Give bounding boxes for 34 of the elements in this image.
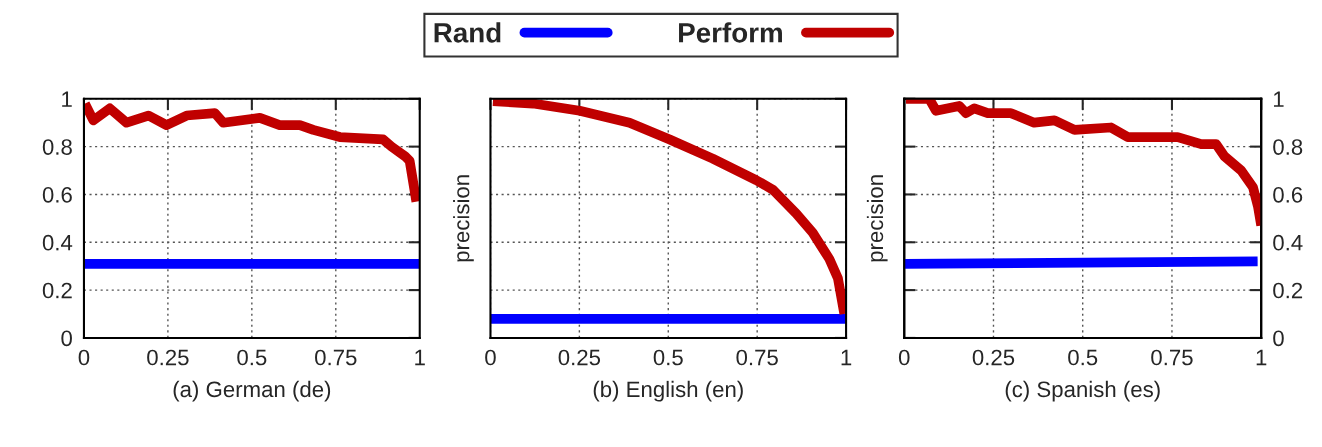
x-tick-label: 0 <box>78 349 90 366</box>
x-tick-label: 0.25 <box>558 349 601 366</box>
y-tick-label: 1 <box>62 91 72 107</box>
x-tick-label: 1 <box>415 349 425 366</box>
x-tick-label: 0.25 <box>147 349 189 366</box>
y-tick-label: 0 <box>61 330 72 347</box>
y2-tick-label: 0 <box>1273 330 1284 347</box>
y2-tick-label: 0.4 <box>1273 234 1303 251</box>
x-tick-label: 0.75 <box>315 349 357 366</box>
y-tick-label: 0.6 <box>42 186 72 203</box>
x-tick-label: 0 <box>898 349 910 366</box>
legend-label: Rand <box>434 22 501 43</box>
y2-tick-label: 1 <box>1273 91 1284 107</box>
x-tick-label: 0.5 <box>237 349 267 366</box>
y-tick-label: 0.4 <box>42 234 73 251</box>
x-tick-label: 0 <box>485 349 496 366</box>
x-axis-title: (c) Spanish (es) <box>1005 380 1160 402</box>
x-axis-title: (b) English (en) <box>593 380 743 402</box>
y-axis-title: precision <box>866 175 888 262</box>
y-axis-title: precision <box>453 175 474 262</box>
x-tick-label: 0.25 <box>972 349 1015 366</box>
x-axis-title: (a) German (de) <box>173 380 331 402</box>
x-tick-label: 0.75 <box>736 349 778 366</box>
y2-tick-label: 0.8 <box>1273 139 1303 155</box>
x-tick-label: 1 <box>841 349 852 366</box>
y-tick-label: 0.8 <box>42 139 72 155</box>
x-tick-label: 1 <box>1256 349 1267 366</box>
x-tick-label: 0.75 <box>1151 349 1193 366</box>
x-tick-label: 0.5 <box>1068 349 1098 366</box>
x-tick-label: 0.5 <box>653 349 683 366</box>
y2-tick-label: 0.2 <box>1273 282 1303 299</box>
y-tick-label: 0.2 <box>42 282 72 299</box>
legend-label: Perform <box>679 22 782 43</box>
y2-tick-label: 0.6 <box>1273 186 1303 203</box>
